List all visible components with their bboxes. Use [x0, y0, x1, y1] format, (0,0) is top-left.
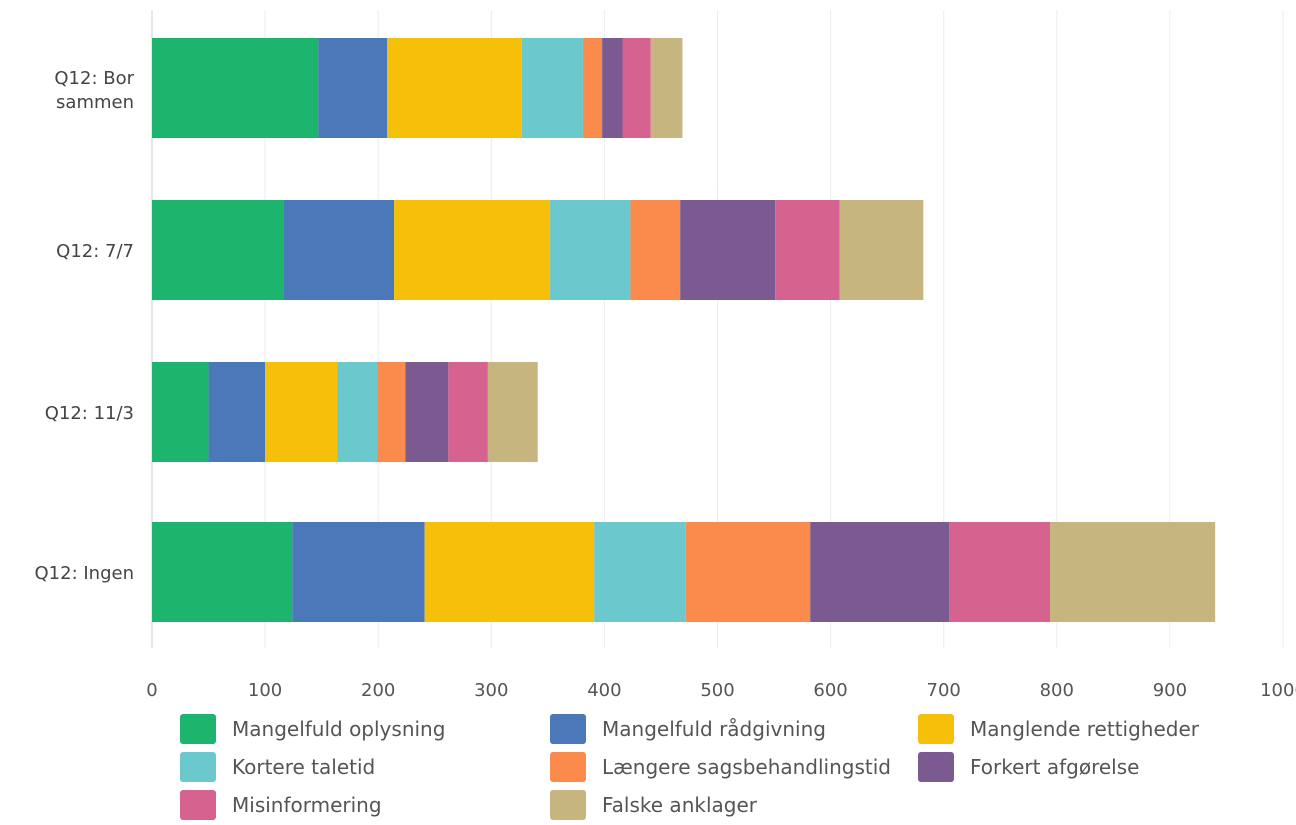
legend-swatch — [918, 714, 954, 744]
legend-item: Misinformering — [180, 790, 382, 820]
legend-item: Mangelfuld oplysning — [180, 714, 445, 744]
x-tick-label: 800 — [1040, 680, 1074, 701]
bar-segment — [810, 522, 950, 622]
bar-segment — [602, 38, 623, 138]
stacked-bar-chart: Q12: Bor sammen Q12: 7/7 Q12: 11/3 Q12: Inge… — [35, 10, 1296, 701]
legend-swatch — [180, 790, 216, 820]
legend-item: Kortere taletid — [180, 752, 375, 782]
legend-item: Mangelfuld rådgivning — [550, 714, 826, 744]
bar-segment — [582, 38, 603, 138]
bar-segment — [377, 362, 406, 462]
x-tick-label: 200 — [361, 680, 395, 701]
bar-segment — [152, 522, 293, 622]
bar-segment — [521, 38, 583, 138]
bar-segment — [650, 38, 683, 138]
bar-segment — [318, 38, 388, 138]
bar-segment — [839, 200, 924, 300]
legend-label: Længere sagsbehandlingstid — [602, 755, 891, 779]
x-tick-label: 100 — [248, 680, 282, 701]
bar-segment — [152, 38, 319, 138]
bar-segment — [283, 200, 395, 300]
bar-segment — [424, 522, 595, 622]
legend-swatch — [918, 752, 954, 782]
legend-label: Manglende rettigheder — [970, 717, 1200, 741]
bar-segment — [949, 522, 1051, 622]
legend-label: Kortere taletid — [232, 755, 376, 779]
category-label: Q12: 11/3 — [45, 403, 134, 424]
x-tick-label: 500 — [700, 680, 734, 701]
legend-label: Misinformering — [232, 793, 382, 817]
legend-item: Manglende rettigheder — [918, 714, 1199, 744]
legend-swatch — [550, 714, 586, 744]
x-axis-ticks: 0 100 200 300 400 500 600 700 800 900 1000 — [146, 680, 1296, 701]
bar-segment — [448, 362, 488, 462]
bar-segment — [292, 522, 425, 622]
legend-swatch — [180, 714, 216, 744]
bar-segment — [630, 200, 681, 300]
bar-segment — [337, 362, 378, 462]
legend-label: Falske anklager — [602, 793, 757, 817]
legend-swatch — [180, 752, 216, 782]
legend-item: Forkert afgørelse — [918, 752, 1139, 782]
bar-segment — [152, 362, 209, 462]
legend-item: Længere sagsbehandlingstid — [550, 752, 891, 782]
bar-segment — [1050, 522, 1216, 622]
x-tick-label: 600 — [813, 680, 847, 701]
bar-segment — [394, 200, 551, 300]
category-label: Q12: Bor sammen — [54, 68, 134, 113]
legend: Mangelfuld oplysning Mangelfuld rådgivnin… — [180, 710, 1290, 824]
legend-row: Mangelfuld oplysning Mangelfuld rådgivnin… — [180, 710, 1290, 748]
bar-segment — [152, 200, 284, 300]
legend-row: Misinformering Falske anklager — [180, 786, 1290, 824]
bar-segment — [208, 362, 266, 462]
x-tick-label: 1000 — [1260, 680, 1296, 701]
bar-segment — [622, 38, 651, 138]
bars — [152, 38, 1216, 622]
x-tick-label: 0 — [146, 680, 157, 701]
bar-segment — [550, 200, 631, 300]
bar-segment — [387, 38, 522, 138]
legend-label: Mangelfuld oplysning — [232, 717, 446, 741]
category-label: Q12: Ingen — [35, 563, 134, 584]
bar-segment — [487, 362, 538, 462]
legend-swatch — [550, 790, 586, 820]
legend-label: Mangelfuld rådgivning — [602, 717, 826, 741]
category-labels: Q12: Bor sammen Q12: 7/7 Q12: 11/3 Q12: Inge… — [35, 68, 135, 584]
x-tick-label: 300 — [474, 680, 508, 701]
legend-row: Kortere taletid Længere sagsbehandlingsti… — [180, 748, 1290, 786]
bar-segment — [775, 200, 840, 300]
x-tick-label: 900 — [1153, 680, 1187, 701]
legend-label: Forkert afgørelse — [970, 755, 1140, 779]
x-tick-label: 700 — [927, 680, 961, 701]
bar-segment — [685, 522, 811, 622]
bar-segment — [594, 522, 686, 622]
bar-segment — [265, 362, 338, 462]
legend-item: Falske anklager — [550, 790, 757, 820]
bar-segment — [405, 362, 449, 462]
category-label: Q12: 7/7 — [56, 241, 134, 262]
bar-segment — [680, 200, 776, 300]
x-tick-label: 400 — [587, 680, 621, 701]
legend-swatch — [550, 752, 586, 782]
